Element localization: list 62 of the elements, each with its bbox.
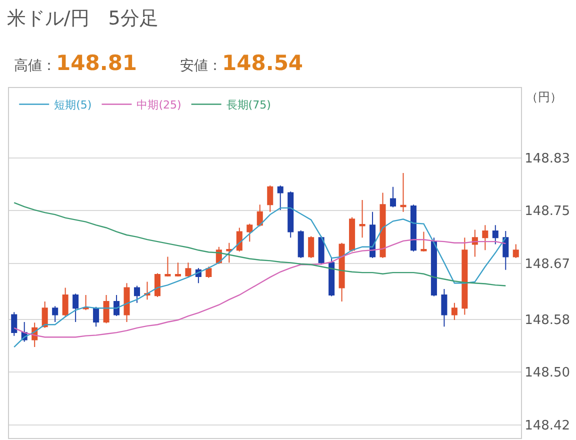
candlestick [420,231,427,252]
candlestick [42,301,48,328]
text: 高値：148.81 [14,51,138,75]
line-series [14,202,506,286]
candlestick [226,242,232,264]
candlestick [267,185,274,212]
candlestick [164,256,171,278]
candlestick [52,306,58,322]
candlestick [380,192,386,259]
candlestick [462,237,468,316]
candlestick [144,281,150,300]
line-series [14,239,506,338]
legend-label: 長期(75) [226,98,271,112]
y-axis-title: （円） [526,90,562,104]
candlestick [338,242,345,302]
candlestick [400,172,406,212]
candlestick [308,236,314,259]
candlestick [502,230,509,270]
candlestick [482,224,488,251]
candlestick [298,230,304,259]
candlestick [288,190,294,238]
candlestick [390,186,396,208]
candlestick [246,223,253,242]
candlestick [62,287,68,318]
candlestick [72,293,79,322]
candlestick [134,285,140,304]
candlestick [154,272,160,298]
candlestick [277,185,284,210]
chart-title: 米ドル/円 5分足 [6,7,158,30]
candlestick [11,312,18,336]
candlestick [185,262,192,278]
candlestick [206,266,212,278]
candlestick [82,294,89,311]
candlestick [492,224,498,245]
candlestick [349,216,356,252]
text: 安値：148.54 [180,51,304,75]
y-tick-label: 148.83 [524,151,570,166]
line-series [14,207,506,348]
y-tick-label: 148.58 [524,312,570,328]
candlestick [318,236,324,266]
candlestick [93,306,100,328]
candlestick [114,294,120,317]
candlestick [430,237,437,297]
candlestick [236,227,242,252]
candlestick [410,204,416,252]
candlestick [328,258,335,297]
legend-label: 中期(25) [136,98,182,112]
candlestick [103,294,110,324]
y-tick-label: 148.50 [524,366,570,381]
candlestick [441,288,448,328]
candlestick [256,204,263,226]
candlestick [512,244,519,259]
y-tick-label: 148.75 [524,204,570,220]
candlestick [124,282,130,322]
y-tick-label: 148.67 [524,256,570,272]
legend-label: 短期(5) [54,98,92,112]
candlestick [451,302,458,321]
candlestick [174,262,181,278]
y-tick-label: 148.42 [524,418,570,434]
candlestick [472,229,478,258]
candlestick [359,200,366,238]
candlestick [370,211,376,259]
